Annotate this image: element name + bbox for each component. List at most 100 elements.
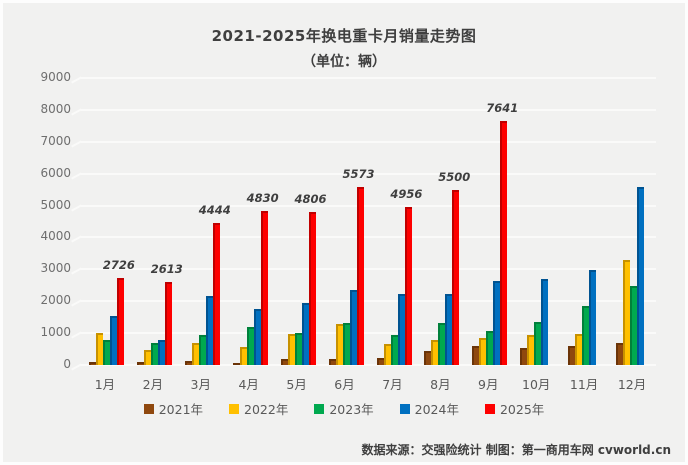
bar-2023年-11月 [582,305,590,365]
bar-2024年-1月 [110,316,117,365]
bar-2023年-10月 [534,321,542,365]
legend-label: 2023年 [329,402,374,417]
bar-2024年-6月 [349,290,357,365]
y-axis-label-5000: 5000 [40,197,71,212]
bar-2024年-11月 [589,269,597,365]
chart-title-block: 2021-2025年换电重卡月销量走势图 （单位：辆） [3,25,685,71]
bar-2022年-6月 [335,323,343,365]
data-label-1月: 2726 [102,258,135,273]
y-axis-label-1000: 1000 [40,325,71,340]
axis-tick [71,299,82,307]
x-axis-label-10月: 10月 [522,377,551,392]
legend-item-2022年: 2022年 [229,399,288,418]
y-axis-label-3000: 3000 [40,261,71,276]
bar-2025年-9月 [500,121,508,365]
legend-swatch-icon [314,403,325,414]
gridline-7000 [81,140,656,143]
axis-tick [71,140,82,148]
bar-2024年-10月 [541,278,549,365]
bar-2023年-5月 [294,333,302,365]
bar-2021年-2月 [136,362,144,365]
axis-tick [71,331,82,339]
bar-2021年-6月 [328,359,336,365]
bar-2024年-3月 [205,296,213,365]
bar-2021年-1月 [89,361,96,365]
axis-tick [71,267,82,275]
bar-2021年-11月 [568,345,576,365]
x-axis-label-6月: 6月 [334,377,355,392]
bar-2024年-9月 [493,281,501,365]
gridline-0 [81,364,656,366]
bar-2025年-1月 [117,278,124,365]
bar-2024年-2月 [157,339,165,365]
data-label-7月: 4956 [390,186,423,201]
bar-2024年-7月 [397,294,405,365]
bar-2021年-9月 [472,346,480,365]
bar-2021年-10月 [520,347,528,365]
x-axis-label-1月: 1月 [94,377,116,392]
bar-2021年-12月 [616,343,624,365]
gridline-5000 [81,204,656,207]
y-axis-label-6000: 6000 [40,165,71,180]
bar-2023年-2月 [150,342,158,365]
bar-2022年-11月 [575,333,583,365]
legend-label: 2022年 [244,402,289,417]
y-axis-label-0: 0 [63,357,71,371]
x-axis-label-9月: 9月 [478,377,499,392]
bar-2025年-7月 [404,206,412,365]
bar-2025年-3月 [212,223,220,365]
data-label-6月: 5573 [342,167,375,182]
x-axis-label-3月: 3月 [190,377,211,392]
bar-2022年-7月 [383,343,391,365]
axis-tick [71,204,82,212]
legend-swatch-icon [484,403,495,414]
gridline-8000 [81,108,656,111]
chart-plot-area: 0 1000 2000 3000 4000 5000 6000 7000 8000 9000 272… [40,70,656,392]
x-axis-label-5月: 5月 [286,377,307,392]
data-label-9月: 7641 [486,101,519,116]
bar-2024年-4月 [253,309,261,365]
bar-2023年-6月 [342,322,350,365]
bar-2022年-2月 [143,350,151,365]
bar-2023年-1月 [103,340,110,365]
chart-title: 2021-2025年换电重卡月销量走势图 [211,27,477,45]
bar-2022年-12月 [623,259,631,365]
bar-2022年-1月 [96,333,103,365]
bar-2023年-3月 [198,335,206,365]
gridline-2000 [81,300,656,303]
bar-2022年-5月 [287,333,295,365]
legend-swatch-icon [143,403,154,414]
bar-2021年-7月 [376,357,384,365]
legend-swatch-icon [229,403,240,414]
bar-2024年-5月 [301,302,309,365]
gridline-3000 [81,268,656,271]
axis-tick [71,76,82,84]
legend-label: 2025年 [499,402,545,417]
legend-item-2024年: 2024年 [399,399,459,418]
bar-2021年-3月 [184,361,192,365]
bar-2021年-8月 [424,351,432,365]
data-label-5月: 4806 [294,191,327,206]
legend-item-2021年: 2021年 [143,399,203,418]
x-axis-label-2月: 2月 [142,377,164,392]
data-label-3月: 4444 [198,203,231,218]
data-label-8月: 5500 [438,169,471,184]
bar-2024年-12月 [637,187,645,365]
legend-label: 2024年 [414,402,459,417]
bar-2025年-5月 [308,211,316,365]
gridline-6000 [81,172,656,175]
y-axis-label-9000: 9000 [40,70,71,84]
y-axis-label-4000: 4000 [40,229,71,244]
bar-2022年-8月 [431,340,439,365]
chart-subtitle: （单位：辆） [302,54,386,70]
bar-2023年-9月 [486,331,494,365]
gridline-4000 [81,236,656,239]
bar-2023年-4月 [246,326,254,365]
y-axis-label-2000: 2000 [40,293,71,308]
legend-item-2025年: 2025年 [484,399,545,418]
x-axis-label-4月: 4月 [238,377,259,392]
data-label-2月: 2613 [150,261,183,276]
bar-2023年-12月 [630,285,638,365]
bar-2025年-4月 [260,210,268,365]
